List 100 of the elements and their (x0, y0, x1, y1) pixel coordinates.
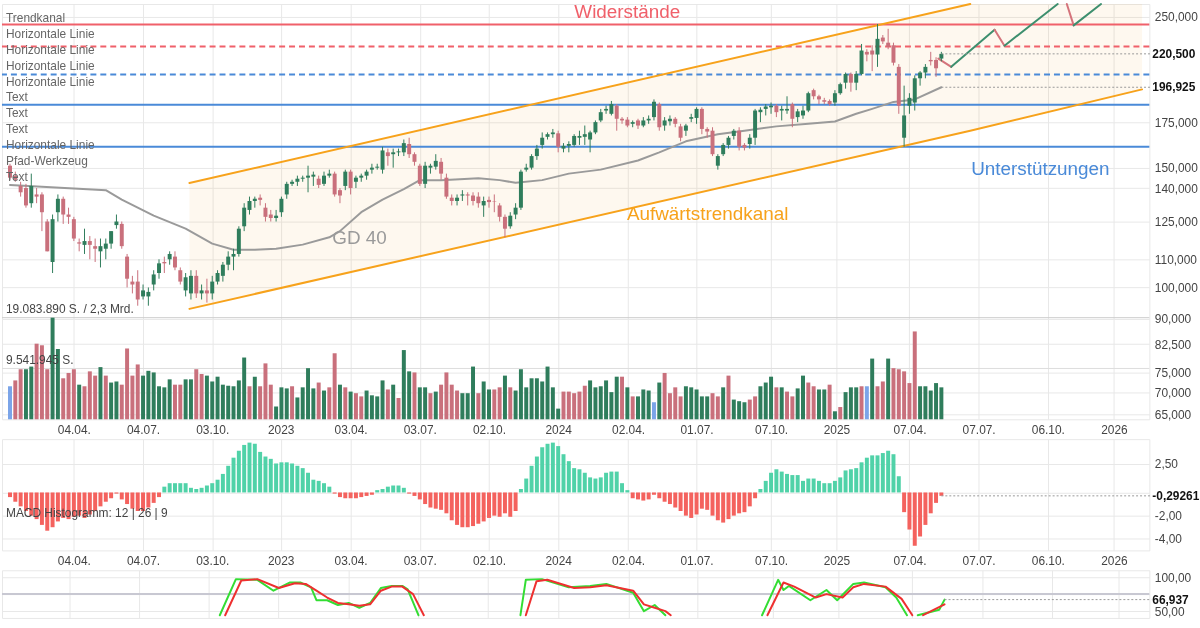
candlestick (151, 269, 156, 291)
x-tick-label: 01.07. (680, 553, 714, 568)
x-tick-label: 2025 (823, 553, 851, 568)
candlestick (455, 193, 460, 206)
candlestick (242, 202, 247, 232)
x-tick-label: 03.04. (334, 553, 368, 568)
candlestick (816, 94, 821, 105)
candlestick (417, 163, 422, 187)
y-tick-label: 250,000 (1154, 10, 1199, 25)
candlestick (651, 98, 656, 121)
y-tick-label: 140,000 (1154, 181, 1199, 196)
candlestick (657, 102, 662, 132)
x-tick-label: 2025 (823, 422, 851, 437)
x-tick-label: 2023 (267, 422, 295, 437)
y-tick-label: 90,000 (1154, 312, 1192, 327)
x-tick-label: 04.04. (57, 422, 91, 437)
x-tick-label: 07.10. (755, 553, 789, 568)
x-tick-label: 04.07. (126, 553, 161, 568)
y-tick-label: 82,500 (1154, 337, 1192, 352)
y-tick-label: 150,000 (1154, 161, 1199, 176)
annotation: 220,500 (1152, 46, 1196, 61)
x-tick-label: 02.04. (612, 553, 646, 568)
y-tick-label: 100,00 (1154, 570, 1192, 585)
candlestick (210, 275, 215, 300)
candlestick (806, 91, 811, 113)
candlestick (231, 248, 236, 271)
annotation: Trendkanal (5, 10, 66, 25)
y-tick-label: 125,000 (1154, 214, 1199, 229)
x-tick-label: 01.07. (680, 422, 714, 437)
candlestick (39, 191, 44, 232)
ref-line-label: Unterstützungen (971, 157, 1110, 179)
y-tick-label: 100,000 (1154, 280, 1199, 295)
y-tick-label: 70,000 (1154, 386, 1192, 401)
x-tick-label: 06.10. (1031, 422, 1065, 437)
x-tick-label: 03.07. (403, 553, 437, 568)
candlestick (385, 148, 390, 167)
candlestick (497, 202, 502, 223)
candlestick (204, 278, 209, 304)
candlestick (902, 85, 907, 148)
x-tick-label: 2023 (267, 553, 295, 568)
candlestick (263, 202, 268, 223)
annotation: 196,925 (1152, 80, 1196, 95)
candlestick (279, 196, 284, 218)
x-tick-label: 03.10. (196, 553, 230, 568)
candlestick (55, 193, 60, 223)
annotation: Text (5, 90, 29, 105)
candlestick (604, 105, 609, 115)
candlestick (737, 126, 742, 151)
annotation: Horizontale Linie (5, 74, 96, 89)
candlestick (23, 183, 28, 209)
y-tick-label: 2,50 (1154, 456, 1179, 471)
x-tick-label: 07.04. (893, 553, 927, 568)
candlestick (353, 175, 358, 189)
y-tick-label: 110,000 (1154, 252, 1198, 267)
candlestick (683, 123, 688, 137)
candlestick (854, 70, 859, 91)
annotation: -0,29261 (1152, 488, 1200, 503)
candlestick (172, 250, 177, 271)
candlestick (348, 169, 353, 195)
bar (369, 492, 374, 495)
x-tick-label: 2026 (1101, 422, 1129, 437)
candlestick (103, 238, 108, 260)
candlestick (444, 173, 449, 200)
candlestick (550, 128, 555, 139)
candlestick (141, 284, 146, 300)
candlestick (157, 258, 161, 280)
ref-line-label: 19.083.890 S. / 2,3 Mrd. (5, 301, 134, 316)
annotation: Horizontale Linie (5, 42, 96, 57)
candlestick (98, 238, 103, 268)
y-tick-label: -4,00 (1154, 532, 1183, 547)
candlestick (135, 269, 140, 307)
x-tick-label: 03.07. (403, 422, 437, 437)
x-tick-label: 2024 (545, 553, 573, 568)
candlestick (119, 221, 124, 250)
candlestick (306, 165, 311, 193)
x-tick-label: 07.07. (962, 553, 996, 568)
annotation: Horizontale Linie (5, 26, 96, 41)
annotation: 66,937 (1152, 592, 1190, 607)
candlestick (556, 130, 561, 153)
candlestick (380, 146, 385, 175)
annotation: Text (5, 106, 29, 121)
annotation: Pfad-Werkzeug (5, 153, 88, 168)
candlestick (790, 102, 795, 128)
y-tick-label: 175,000 (1154, 115, 1199, 130)
x-tick-label: 04.04. (57, 553, 91, 568)
candlestick (290, 179, 295, 187)
annotation: Text (5, 122, 29, 137)
candlestick (423, 161, 428, 189)
candlestick (848, 72, 853, 93)
x-tick-label: 02.10. (472, 553, 507, 568)
annotation: Horizontale Linie (5, 58, 96, 73)
y-tick-label: 65,000 (1154, 408, 1192, 423)
candlestick (87, 235, 92, 260)
x-tick-label: 03.10. (196, 422, 230, 437)
bar (513, 492, 518, 511)
candlestick (502, 214, 507, 238)
candlestick (439, 157, 444, 181)
x-tick-label: 04.07. (126, 422, 161, 437)
x-tick-label: 02.04. (612, 422, 646, 437)
candlestick (907, 92, 912, 115)
